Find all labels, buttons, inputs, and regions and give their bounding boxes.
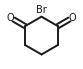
Text: O: O <box>69 13 76 23</box>
Text: O: O <box>7 13 14 23</box>
Text: Br: Br <box>36 5 47 15</box>
